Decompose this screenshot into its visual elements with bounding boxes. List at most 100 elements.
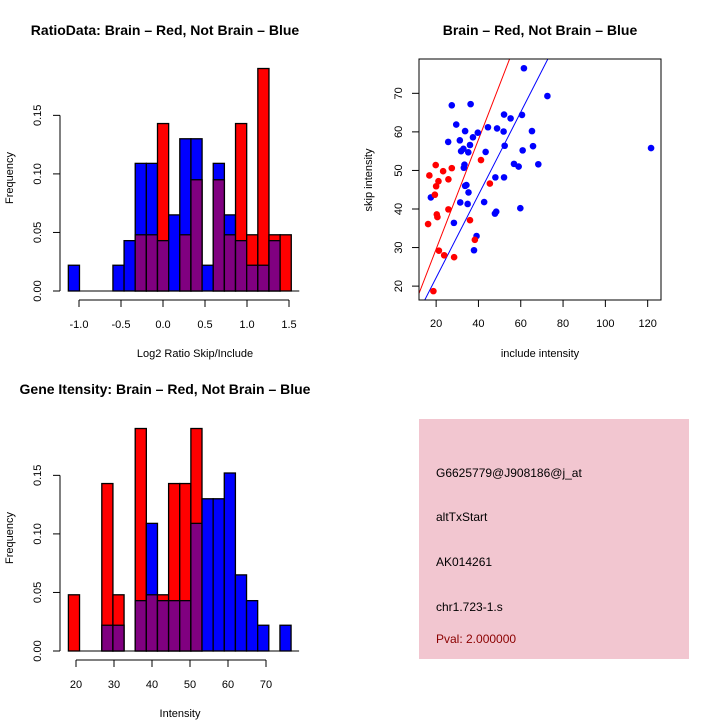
- point-blue: [500, 111, 508, 118]
- point-blue: [528, 127, 536, 135]
- bar-overlap: [246, 264, 259, 292]
- y-tick-label: 0.00: [32, 640, 44, 661]
- point-red: [435, 247, 443, 254]
- point-blue: [452, 121, 460, 128]
- point-red: [471, 236, 479, 244]
- bar-blue: [123, 239, 136, 292]
- bar-blue: [234, 574, 248, 652]
- bar-blue: [212, 498, 225, 652]
- plot-box: [418, 58, 662, 301]
- fit-line-red: [419, 59, 511, 294]
- x-tick-label: 30: [108, 679, 120, 691]
- bar-overlap: [212, 179, 226, 292]
- scatter-panel: Brain – Red, Not Brain – Blue include in…: [363, 22, 662, 360]
- info-panel: G6625779@J908186@j_at altTxStart AK01426…: [419, 419, 689, 659]
- info-panel-background: [419, 419, 689, 659]
- bar-blue: [257, 624, 270, 652]
- point-blue: [467, 100, 474, 108]
- point-red: [445, 206, 452, 213]
- point-blue: [474, 129, 482, 136]
- y-tick-label: 20: [393, 280, 405, 292]
- x-tick-label: 0.0: [155, 319, 170, 331]
- point-red: [432, 161, 440, 169]
- point-blue: [448, 101, 456, 109]
- y-tick-label: 0.05: [32, 582, 44, 603]
- point-blue: [463, 181, 470, 189]
- bar-overlap: [223, 234, 237, 292]
- bar-blue: [223, 472, 237, 652]
- x-tick-label: 1.5: [281, 319, 296, 331]
- point-blue: [500, 174, 508, 181]
- point-red: [448, 164, 456, 172]
- bar-overlap: [234, 239, 248, 292]
- point-blue: [484, 123, 492, 131]
- point-blue: [456, 199, 464, 206]
- point-blue: [465, 189, 472, 196]
- point-red: [466, 216, 474, 224]
- point-blue: [491, 210, 499, 217]
- point-red: [440, 251, 448, 259]
- point-red: [426, 172, 433, 179]
- y-tick-label: 0.00: [32, 280, 44, 301]
- y-tick-label: 60: [393, 126, 405, 138]
- point-blue: [515, 163, 522, 170]
- x-tick-label: 1.0: [239, 319, 254, 331]
- point-red: [431, 191, 439, 199]
- point-blue: [464, 149, 472, 156]
- bar-red: [67, 594, 81, 652]
- bar-overlap: [101, 624, 114, 652]
- point-blue: [470, 246, 478, 254]
- x-tick-label: 100: [596, 318, 614, 330]
- bar-overlap: [257, 264, 270, 292]
- point-blue: [480, 198, 488, 206]
- accession: AK014261: [436, 555, 492, 569]
- intensity-histogram-xlabel: Intensity: [160, 708, 201, 720]
- point-blue: [456, 137, 464, 144]
- point-blue: [501, 142, 508, 150]
- bar-overlap: [268, 239, 281, 292]
- bar-overlap: [145, 594, 159, 652]
- point-red: [486, 180, 494, 187]
- point-blue: [529, 142, 537, 150]
- bar-red: [279, 234, 292, 292]
- point-blue: [492, 174, 499, 181]
- point-red: [445, 176, 452, 183]
- pval: Pval: 2.000000: [436, 632, 516, 646]
- bar-blue: [168, 214, 181, 292]
- point-blue: [466, 141, 474, 149]
- point-red: [477, 156, 485, 164]
- point-blue: [500, 128, 507, 135]
- y-tick-label: 0.15: [32, 465, 44, 486]
- x-tick-label: 50: [184, 679, 196, 691]
- point-blue: [517, 204, 524, 212]
- ratio-histogram-ylabel: Frequency: [4, 152, 16, 204]
- y-tick-label: 70: [393, 87, 405, 99]
- bar-overlap: [190, 179, 203, 292]
- point-blue: [518, 111, 526, 119]
- bar-overlap: [156, 599, 170, 652]
- x-tick-label: 120: [638, 318, 656, 330]
- y-tick-label: 0.10: [32, 163, 44, 184]
- bar-overlap: [179, 234, 192, 292]
- bar-overlap: [112, 624, 125, 652]
- bar-blue: [245, 599, 259, 652]
- point-blue: [482, 148, 489, 156]
- x-tick-label: 20: [430, 318, 442, 330]
- point-red: [424, 220, 432, 228]
- x-tick-label: 80: [557, 318, 569, 330]
- point-blue: [519, 147, 526, 154]
- intensity-histogram-ylabel: Frequency: [4, 512, 16, 564]
- x-tick-label: 60: [515, 318, 527, 330]
- point-blue: [544, 92, 551, 100]
- x-tick-label: -1.0: [70, 319, 89, 331]
- bar-overlap: [167, 599, 181, 652]
- x-tick-label: 20: [70, 679, 82, 691]
- point-blue: [464, 200, 471, 208]
- bar-overlap: [190, 522, 203, 652]
- ratio-histogram-title: RatioData: Brain – Red, Not Brain – Blue: [31, 22, 300, 38]
- x-tick-label: 40: [146, 679, 158, 691]
- bar-overlap: [179, 599, 192, 652]
- point-blue: [460, 164, 468, 172]
- bar-blue: [201, 264, 214, 292]
- scatter-title: Brain – Red, Not Brain – Blue: [443, 22, 638, 38]
